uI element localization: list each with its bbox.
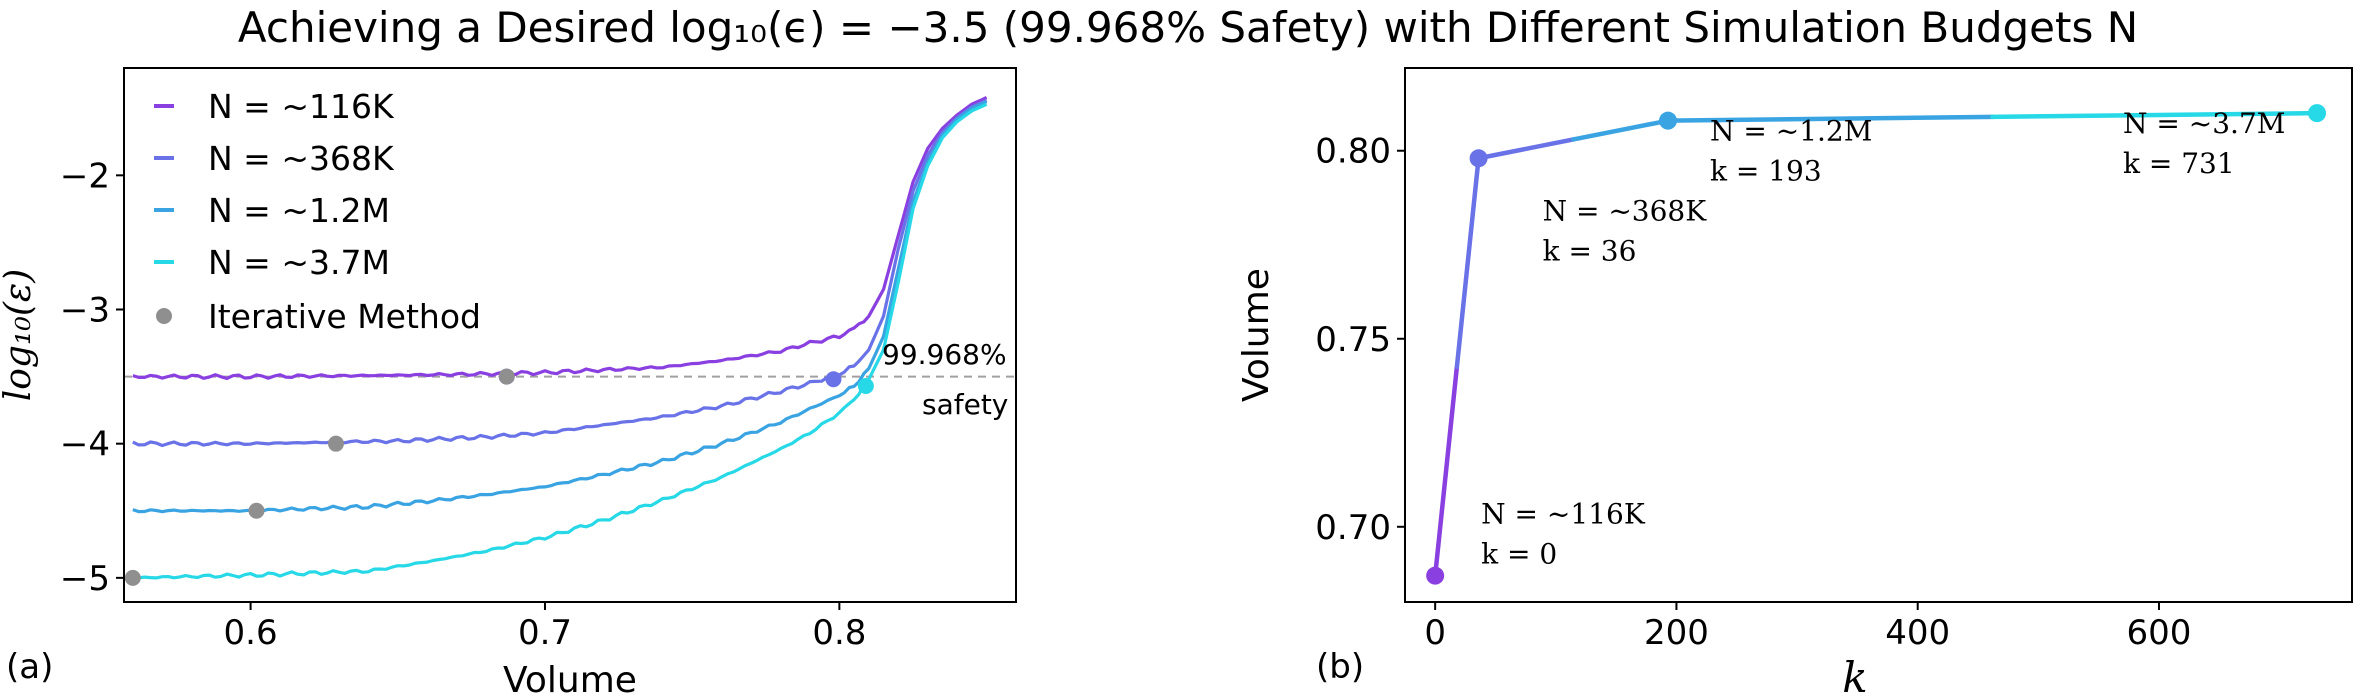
panel-b-label: (b) [1316,647,1364,687]
b-ytick-label: 0.70 [1315,508,1391,548]
a-ytick-label: −3 [60,291,110,331]
panel-a-ylabel: log₁₀(ε) [0,269,39,402]
a-ytick-label: −5 [60,559,110,599]
panel-a-ticks: 0.6 0.7 0.8 −5 −4 −3 −2 [60,156,867,653]
b-xtick-label: 200 [1644,613,1709,653]
annotation-k-368k: k = 36 [1543,234,1637,267]
iterative-point-1 [248,502,265,519]
budget-point-368k [1469,149,1488,168]
endpoint-368k [825,371,842,388]
threshold-label-line2: safety [922,388,1008,421]
endpoint-3-7m [857,377,874,394]
panel-b-points [1426,104,2327,585]
series-line-3-7m [132,102,988,580]
legend-label-1-2m: N = ~1.2M [208,191,390,230]
budget-point-1-2m [1658,111,1677,130]
series-line-116k [132,96,988,380]
threshold-label-line1: 99.968% [882,338,1007,371]
panel-a-points [124,368,874,586]
legend-swatch-iterative [156,308,172,324]
a-xtick-label: 0.6 [224,613,278,653]
annotation-n-116k: N = ~116K [1481,498,1646,531]
annotation-n-368k: N = ~368K [1543,194,1708,227]
iterative-point-3 [498,368,515,385]
series-line-368k [132,98,988,448]
panel-b-ticks: 0 200 400 600 0.70 0.75 0.80 [1315,132,2191,653]
b-xtick-label: 400 [1885,613,1950,653]
annotation-k-1-2m: k = 193 [1710,155,1822,188]
b-xtick-label: 600 [2127,613,2192,653]
annotation-n-1-2m: N = ~1.2M [1710,115,1872,148]
a-xtick-label: 0.7 [518,613,572,653]
annotation-k-3-7m: k = 731 [2123,147,2235,180]
legend-label-368k: N = ~368K [208,139,395,178]
series-line-1-2m [132,100,988,514]
iterative-point-0 [124,569,141,586]
segment-1-2m-b [1571,118,1671,142]
panel-b-lines [1432,110,2320,578]
panel-a-label: (a) [6,647,53,687]
a-ytick-label: −4 [60,425,110,465]
b-ytick-label: 0.75 [1315,320,1391,360]
segment-116k-a [1432,364,1460,578]
legend-label-116k: N = ~116K [208,87,395,126]
legend-label-iterative: Iterative Method [208,297,481,336]
panel-b-xlabel: k [1842,653,1867,700]
budget-point-3-7m [2308,104,2327,123]
panel-a-frame [123,67,1017,603]
segment-1-2m-a [1665,114,1995,123]
panel-b-ylabel: Volume [1236,268,1277,402]
a-ytick-label: −2 [60,156,110,196]
figure-title: Achieving a Desired log₁₀(ϵ) = −3.5 (99.… [238,3,2138,52]
iterative-point-2 [327,435,344,452]
panel-a-legend: N = ~116K N = ~368K N = ~1.2M N = ~3.7M … [154,87,481,336]
annotation-k-116k: k = 0 [1481,538,1557,571]
b-xtick-label: 0 [1424,613,1446,653]
panel-b-annotations: N = ~116K k = 0 N = ~368K k = 36 N = ~1.2M k … [1481,107,2285,571]
panel-a-lines [132,96,988,580]
segment-368k-b [1454,156,1481,370]
b-ytick-label: 0.80 [1315,132,1391,172]
annotation-n-3-7m: N = ~3.7M [2123,107,2285,140]
panel-b: (b) N = ~116K k = 0 N = ~368K k = 36 N = ~1.… [1236,67,2353,700]
segment-368k-a [1476,137,1576,161]
panel-a-xlabel: Volume [503,660,637,700]
panel-a: (a) 0.6 0.7 0.8 −5 −4 −3 −2 Volume log₁₀(ε) 99… [0,67,1017,700]
a-xtick-label: 0.8 [812,613,866,653]
segment-3-7m-b [1990,110,2320,120]
legend-label-3-7m: N = ~3.7M [208,243,390,282]
panel-b-frame [1404,67,2353,603]
budget-point-116k [1426,566,1445,585]
